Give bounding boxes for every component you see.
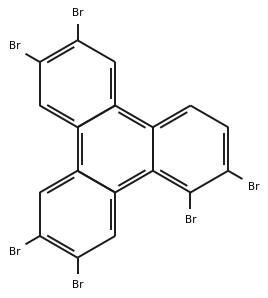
Text: Br: Br bbox=[72, 280, 83, 290]
Text: Br: Br bbox=[185, 215, 196, 225]
Text: Br: Br bbox=[72, 8, 83, 18]
Text: Br: Br bbox=[248, 182, 259, 192]
Text: Br: Br bbox=[9, 41, 20, 51]
Text: Br: Br bbox=[9, 247, 20, 257]
